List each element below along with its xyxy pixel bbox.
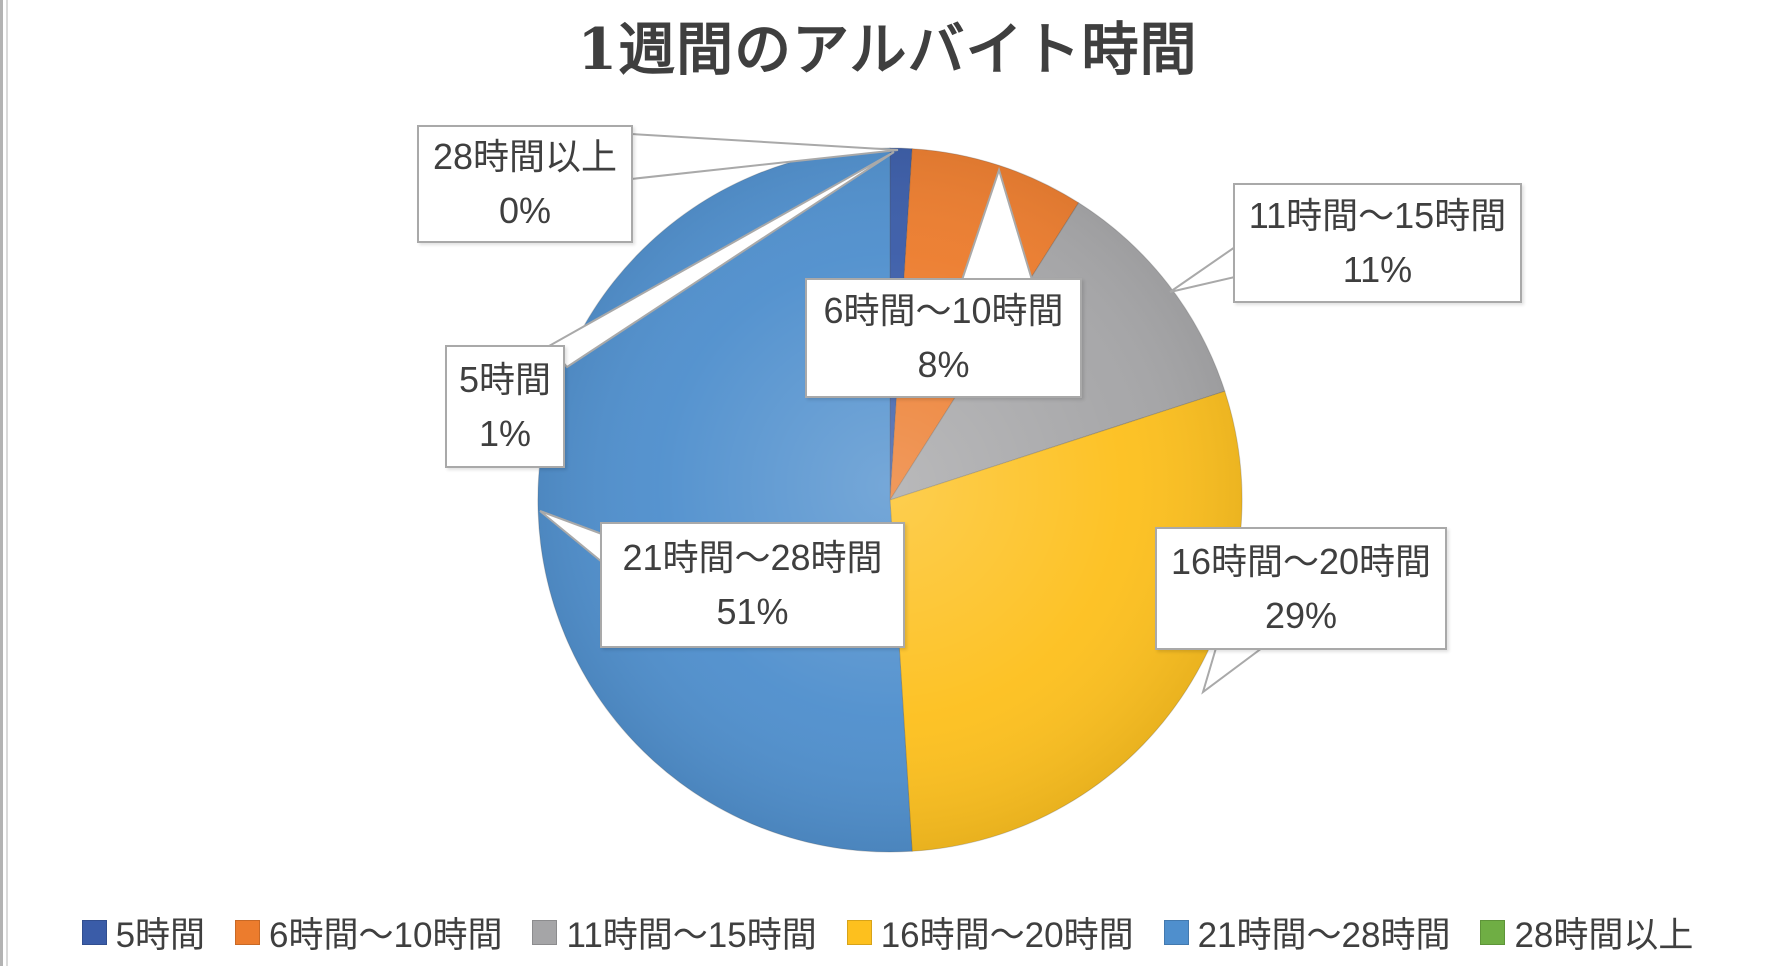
pie-slices-group <box>537 147 1243 853</box>
leader-wedge-11-15h <box>1169 245 1236 293</box>
callout-value: 29% <box>1264 594 1338 636</box>
callout-5h[interactable]: 5時間 1% <box>445 345 565 468</box>
legend-swatch-icon <box>1163 920 1189 945</box>
callout-label: 5時間 <box>458 358 552 400</box>
legend-item-11-15h[interactable]: 11時間～15時間 <box>532 907 817 958</box>
callout-11-15h[interactable]: 11時間～15時間 11% <box>1233 183 1522 303</box>
callout-6-10h[interactable]: 6時間～10時間 8% <box>805 278 1082 398</box>
legend-item-28plus[interactable]: 28時間以上 <box>1480 907 1693 958</box>
legend-swatch-icon <box>1480 920 1506 945</box>
legend-item-21-28h[interactable]: 21時間～28時間 <box>1163 907 1451 958</box>
callout-value: 11% <box>1342 249 1413 290</box>
legend-label: 5時間 <box>115 916 206 955</box>
legend-item-6-10h[interactable]: 6時間～10時間 <box>235 907 502 958</box>
callout-28plus[interactable]: 28時間以上 0% <box>417 125 633 243</box>
legend-item-16-20h[interactable]: 16時間～20時間 <box>846 907 1134 958</box>
legend-label: 16時間～20時間 <box>880 916 1134 955</box>
callout-label: 28時間以上 <box>432 136 618 177</box>
callout-value: 0% <box>498 190 552 231</box>
legend-label: 28時間以上 <box>1514 916 1694 955</box>
left-edge-divider <box>0 0 3 966</box>
callout-value: 8% <box>917 344 970 385</box>
legend-label: 21時間～28時間 <box>1197 916 1451 955</box>
legend-swatch-icon <box>235 920 261 945</box>
callout-label: 11時間～15時間 <box>1248 195 1507 236</box>
chart-title: 1週間のアルバイト時間 <box>577 16 1198 83</box>
callout-21-28h[interactable]: 21時間～28時間 51% <box>600 522 905 648</box>
legend-swatch-icon <box>81 920 107 945</box>
legend-item-5h[interactable]: 5時間 <box>81 907 206 958</box>
left-edge-divider-light <box>6 0 8 966</box>
callout-leader-wedges <box>539 132 1266 695</box>
callout-label: 21時間～28時間 <box>622 537 883 578</box>
legend-label: 11時間～15時間 <box>566 916 817 955</box>
legend-swatch-icon <box>532 920 558 945</box>
callout-label: 6時間～10時間 <box>823 290 1064 331</box>
callout-value: 1% <box>478 412 532 454</box>
legend-label: 6時間～10時間 <box>269 916 503 955</box>
callout-value: 51% <box>716 591 789 632</box>
chart-legend: 5時間 6時間～10時間 11時間～15時間 16時間～20時間 21時間～28… <box>0 907 1775 958</box>
callout-16-20h[interactable]: 16時間～20時間 29% <box>1155 527 1447 650</box>
leader-wedge-16-20h <box>1201 647 1266 695</box>
callout-label: 16時間～20時間 <box>1170 540 1432 582</box>
legend-swatch-icon <box>846 920 872 945</box>
